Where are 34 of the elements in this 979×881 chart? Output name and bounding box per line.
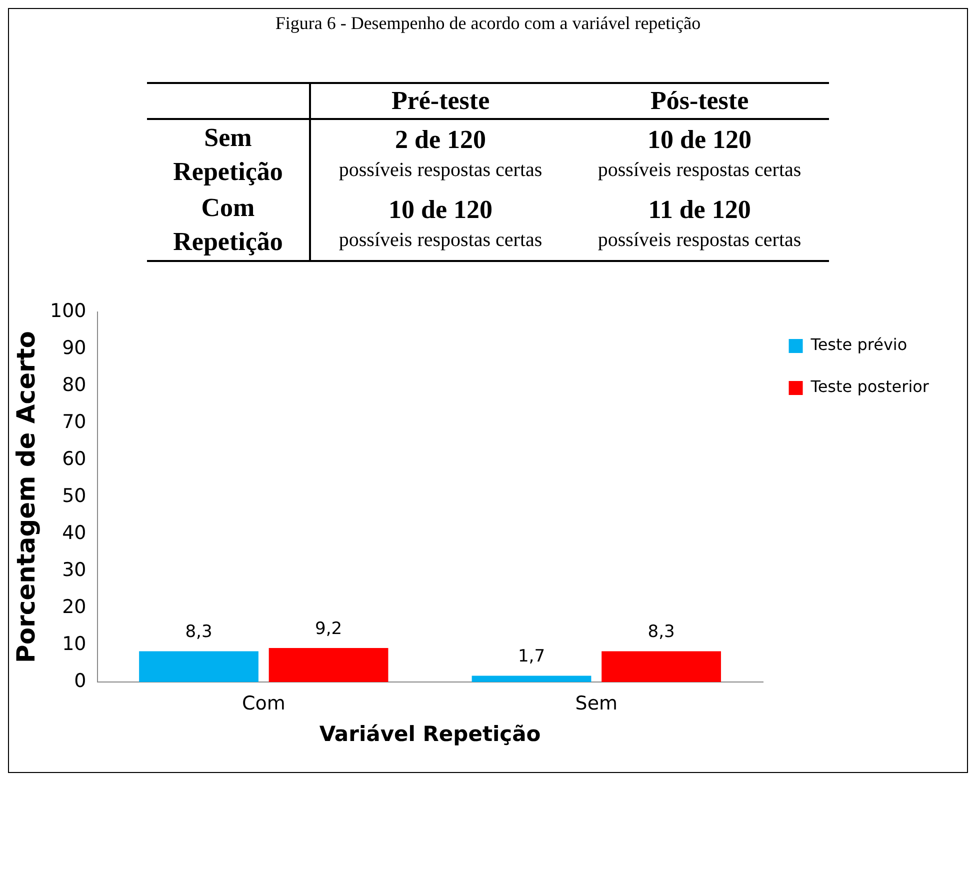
y-tick-label: 10 <box>62 632 86 655</box>
x-tick-label: Com <box>242 692 286 714</box>
y-tick-label: 50 <box>62 484 86 507</box>
y-tick-label: 90 <box>62 336 86 359</box>
category-label: Com Repetição <box>173 193 283 256</box>
legend-label: Teste posterior <box>810 377 930 396</box>
x-axis-title: Variável Repetição <box>319 722 541 746</box>
y-tick-label: 30 <box>62 558 86 581</box>
x-tick-label: Sem <box>575 692 618 714</box>
text: 11 de 120 possíveis respostas certas <box>598 195 802 251</box>
data-label: 8,3 <box>185 622 212 642</box>
text: 10 de 120 possíveis respostas certas <box>598 125 802 181</box>
legend-label: Teste prévio <box>810 335 908 354</box>
data-label: 8,3 <box>648 622 675 642</box>
y-axis-title: Porcentagem de Acerto <box>12 331 40 663</box>
y-tick-label: 20 <box>62 596 86 618</box>
category-label: Pré-teste <box>390 85 491 117</box>
bar <box>602 651 721 682</box>
category-label: Sem Repetição <box>173 123 283 186</box>
y-tick-label: 80 <box>62 374 86 396</box>
data-label: 9,2 <box>315 618 342 639</box>
y-tick-label: 40 <box>62 522 86 544</box>
bar <box>268 648 388 682</box>
category-label: Pós-teste <box>649 85 750 117</box>
text: Figura 6 - Desempenho de acordo com a variável repetição <box>274 13 702 34</box>
y-tick-label: 100 <box>50 300 86 322</box>
bar <box>472 676 592 682</box>
text: 2 de 120 possíveis respostas certas <box>338 125 542 181</box>
y-tick-label: 60 <box>62 448 86 470</box>
y-tick-label: 0 <box>74 670 86 692</box>
y-tick-label: 70 <box>62 410 86 433</box>
text: 10 de 120 possíveis respostas certas <box>338 195 542 251</box>
bar <box>139 651 258 682</box>
data-label: 1,7 <box>518 646 546 667</box>
